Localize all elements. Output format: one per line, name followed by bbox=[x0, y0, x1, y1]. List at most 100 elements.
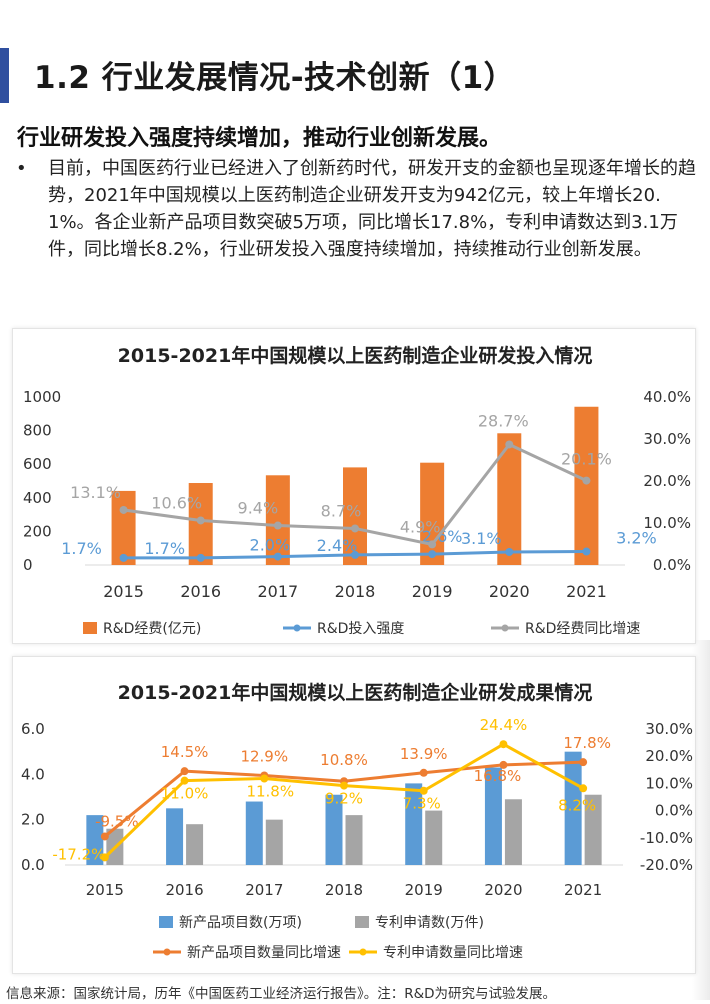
x-axis-tick-label: 2021 bbox=[564, 881, 602, 899]
right-axis-tick-label: 30.0% bbox=[643, 430, 691, 448]
rd-investment-chart: 2015-2021年中国规模以上医药制造企业研发投入情况 0 200 400 600 80… bbox=[23, 344, 691, 637]
legend-swatch-marker bbox=[163, 948, 171, 956]
title-accent-bar bbox=[0, 48, 9, 103]
right-axis-tick-label: -20.0% bbox=[640, 856, 693, 874]
series-point bbox=[119, 553, 128, 562]
right-axis-tick-label: 10.0% bbox=[643, 514, 691, 532]
data-label: 12.9% bbox=[240, 748, 288, 766]
data-label: -9.5% bbox=[95, 812, 139, 830]
series-point bbox=[351, 524, 359, 533]
bar-rd bbox=[574, 406, 599, 565]
data-label: 8.7% bbox=[321, 501, 362, 520]
x-axis-tick-label: 2021 bbox=[566, 582, 607, 601]
series-point bbox=[340, 781, 348, 790]
chart-title: 2015-2021年中国规模以上医药制造企业研发成果情况 bbox=[118, 681, 593, 704]
right-axis-tick-label: 0.0% bbox=[653, 556, 691, 574]
bar-rd bbox=[420, 462, 445, 565]
left-axis-tick-label: 0 bbox=[23, 556, 33, 574]
right-axis-tick-label: 30.0% bbox=[645, 720, 693, 738]
data-label: 10.8% bbox=[320, 751, 368, 769]
data-label: 1.7% bbox=[144, 539, 185, 558]
x-axis-tick-label: 2019 bbox=[405, 881, 443, 899]
rd-investment-chart-panel: 2015-2021年中国规模以上医药制造企业研发投入情况 0 200 400 600 80… bbox=[12, 328, 696, 644]
chart-title: 2015-2021年中国规模以上医药制造企业研发投入情况 bbox=[118, 344, 593, 367]
series-point bbox=[180, 776, 189, 785]
series-point bbox=[582, 476, 591, 485]
series-point bbox=[180, 767, 189, 776]
bar-rd bbox=[111, 490, 136, 565]
right-axis-tick-label: 20.0% bbox=[643, 472, 691, 490]
left-axis-tick-label: 1000 bbox=[23, 388, 61, 406]
right-axis-tick-label: 0.0% bbox=[655, 802, 693, 820]
data-label: 9.4% bbox=[238, 499, 279, 518]
series-point bbox=[196, 516, 205, 525]
legend-swatch bbox=[159, 916, 173, 928]
left-axis-tick-label: 800 bbox=[23, 422, 52, 440]
x-axis-tick-label: 2018 bbox=[335, 582, 376, 601]
bar-rd bbox=[265, 475, 290, 565]
legend-swatch bbox=[83, 622, 97, 634]
left-axis-tick-label: 4.0 bbox=[21, 765, 45, 783]
legend-label: R&D经费(亿元) bbox=[103, 621, 201, 637]
bar- bbox=[325, 794, 343, 865]
page-title: 1.2 行业发展情况-技术创新（1） bbox=[34, 60, 516, 96]
x-axis-tick-label: 2015 bbox=[103, 582, 144, 601]
page-subtitle: 行业研发投入强度持续增加，推动行业创新发展。 bbox=[17, 126, 502, 151]
data-label: 7.3% bbox=[403, 795, 441, 813]
legend-swatch-marker bbox=[501, 624, 509, 632]
x-axis-tick-label: 2020 bbox=[484, 881, 522, 899]
series-point bbox=[428, 540, 437, 549]
decorative-edge bbox=[692, 640, 710, 1000]
series-point bbox=[505, 440, 514, 449]
data-label: 4.9% bbox=[400, 517, 441, 536]
series-point bbox=[579, 758, 588, 767]
bar- bbox=[86, 815, 104, 865]
left-axis-tick-label: 0.0 bbox=[21, 856, 45, 874]
source-footnote: 信息来源：国家统计局，历年《中国医药工业经济运行报告》。注：R&D为研究与试验发… bbox=[6, 986, 557, 1002]
data-label: 11.8% bbox=[246, 783, 294, 801]
series-point bbox=[499, 740, 508, 749]
legend-label: R&D经费同比增速 bbox=[525, 621, 640, 637]
data-label: 8.2% bbox=[558, 796, 596, 814]
legend-swatch-marker bbox=[293, 624, 301, 632]
data-label: 28.7% bbox=[478, 411, 529, 430]
bar- bbox=[484, 767, 502, 865]
left-axis-tick-label: 2.0 bbox=[21, 811, 45, 829]
series-point bbox=[579, 784, 588, 793]
legend-label: R&D投入强度 bbox=[317, 621, 404, 637]
x-axis-tick-label: 2017 bbox=[257, 582, 298, 601]
bullet-marker: • bbox=[16, 158, 27, 179]
data-label: 24.4% bbox=[480, 716, 528, 734]
series-point bbox=[499, 760, 508, 769]
series-point bbox=[419, 768, 428, 777]
data-label: 2.0% bbox=[250, 536, 291, 555]
bar- bbox=[584, 794, 602, 865]
x-axis-tick-label: 2016 bbox=[165, 881, 203, 899]
data-label: 3.1% bbox=[461, 529, 502, 548]
series-point bbox=[273, 521, 282, 530]
legend-label: 新产品项目数量同比增速 bbox=[187, 945, 341, 961]
bar- bbox=[405, 783, 423, 865]
x-axis-tick-label: 2018 bbox=[325, 881, 363, 899]
x-axis-tick-label: 2017 bbox=[245, 881, 283, 899]
series-point bbox=[260, 774, 269, 783]
right-axis-tick-label: 10.0% bbox=[645, 774, 693, 792]
series-point bbox=[273, 552, 282, 561]
data-label: 2.4% bbox=[317, 536, 358, 555]
data-label: 3.2% bbox=[616, 529, 657, 548]
right-axis-tick-label: 20.0% bbox=[645, 747, 693, 765]
bar-rd bbox=[343, 467, 367, 565]
data-label: 20.1% bbox=[561, 450, 612, 469]
rd-output-chart-panel: 2015-2021年中国规模以上医药制造企业研发成果情况 0.0 2.0 4.0 6.0… bbox=[12, 656, 696, 974]
legend-swatch bbox=[355, 916, 369, 928]
x-axis-tick-label: 2019 bbox=[412, 582, 453, 601]
data-label: 16.8% bbox=[474, 767, 522, 785]
rd-output-chart: 2015-2021年中国规模以上医药制造企业研发成果情况 0.0 2.0 4.0 6.0… bbox=[21, 681, 693, 961]
bar- bbox=[265, 819, 283, 865]
legend-label: 专利申请数(万件) bbox=[375, 915, 484, 931]
left-axis-tick-label: 600 bbox=[23, 455, 52, 473]
right-axis-tick-label: 40.0% bbox=[643, 388, 691, 406]
series-point bbox=[100, 853, 109, 862]
bar- bbox=[425, 810, 443, 865]
data-label: 11.0% bbox=[161, 785, 209, 803]
